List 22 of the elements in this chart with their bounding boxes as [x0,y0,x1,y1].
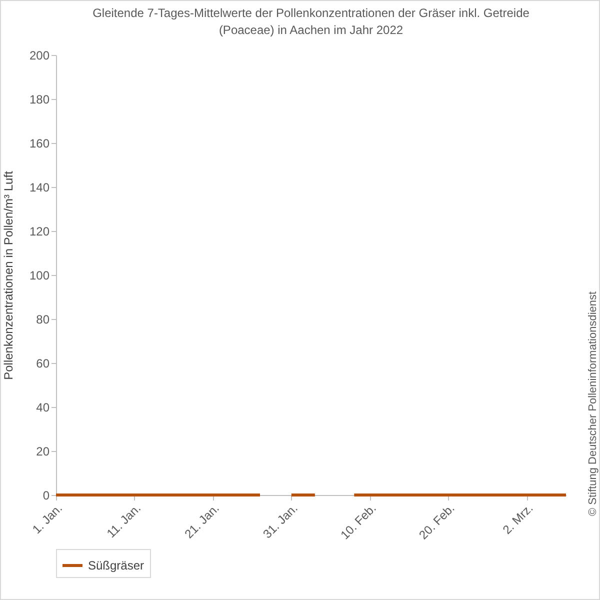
x-tick-label: 2. Mrz. [500,501,536,537]
chart-title: Gleitende 7-Tages-Mittelwerte der Pollenkonzentrationen der Gräser inkl. Getreide (Poaceae) in Aachen im Jahr 2022 [92,6,530,37]
y-tick-label: 20 [36,444,50,458]
y-tick-label: 140 [29,180,50,194]
y-tick-label: 40 [36,400,50,414]
legend-label: Süßgräser [88,558,144,572]
y-tick-label: 200 [29,48,50,62]
y-tick-label: 120 [29,224,50,238]
y-tick-label: 100 [29,268,50,282]
y-axis-title: Pollenkonzentrationen in Pollen/m³ Luft [1,170,16,380]
text: © Stiftung Deutscher Polleninformationsdienst [587,291,599,516]
y-tick-label: 160 [29,136,50,150]
x-tick-label: 10. Feb. [338,501,379,542]
y-tick-label: 60 [36,356,50,370]
x-tick-label: 11. Jan. [104,501,144,541]
y-tick-label: 80 [36,312,50,326]
x-tick-label: 1. Jan. [30,501,65,536]
x-tick-label: 31. Jan. [260,501,300,542]
y-tick-label: 0 [42,488,50,502]
x-tick-label: 21. Jan. [182,501,222,542]
x-tick-label: 20. Feb. [416,501,458,542]
y-tick-label: 180 [29,92,50,106]
